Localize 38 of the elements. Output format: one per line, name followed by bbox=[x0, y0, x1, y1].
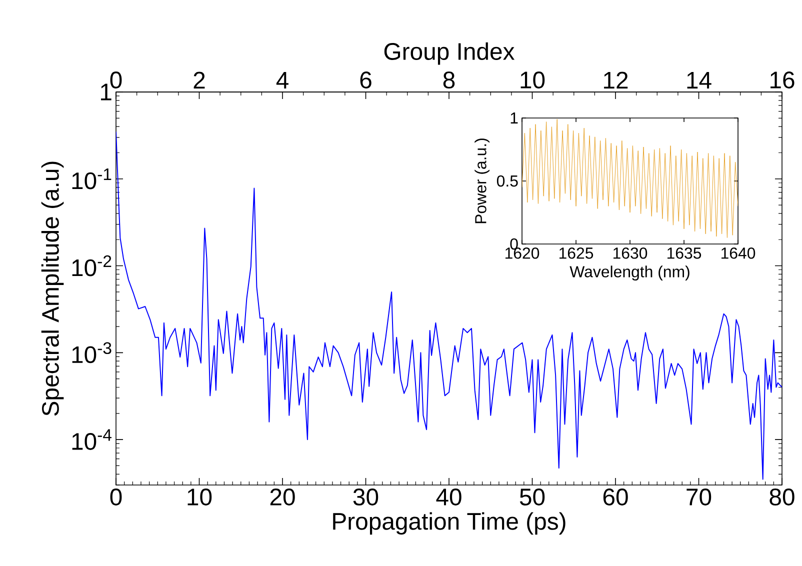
line-series bbox=[116, 131, 782, 480]
x-axis-title: Wavelength (nm) bbox=[570, 266, 690, 281]
x-axis-title: Propagation Time (ps) bbox=[333, 512, 566, 535]
x-tick-label: 10 bbox=[188, 488, 212, 506]
x-tick-label: 1635 bbox=[667, 248, 702, 259]
x2-tick-label: 12 bbox=[604, 72, 628, 88]
y-tick-label: 10$^{-4}$ bbox=[72, 429, 112, 450]
x-tick-label: 50 bbox=[520, 488, 545, 506]
y-tick-label: 1 bbox=[510, 112, 518, 124]
y-tick-label: 0 bbox=[510, 238, 518, 250]
x-tick-label: 20 bbox=[270, 488, 295, 506]
x-tick-label: 1620 bbox=[505, 248, 540, 259]
y-axis-title: Power (a.u.) bbox=[474, 138, 490, 224]
x2-tick-label: 14 bbox=[687, 72, 712, 88]
x2-tick-label: 2 bbox=[194, 72, 205, 88]
y-tick-label: 1 bbox=[101, 84, 112, 100]
x-tick-label: 1630 bbox=[613, 248, 648, 259]
x2-tick-label: 10 bbox=[520, 72, 545, 88]
x-tick-label: 60 bbox=[603, 488, 628, 506]
y-tick-label: 10$^{-2}$ bbox=[72, 255, 112, 276]
x-tick-label: 40 bbox=[436, 488, 462, 506]
x-tick-label: 0 bbox=[110, 488, 122, 506]
x2-tick-label: 4 bbox=[276, 72, 288, 88]
x2-tick-label: 16 bbox=[770, 72, 794, 88]
line-series bbox=[522, 119, 738, 238]
x-tick-label: 30 bbox=[353, 488, 378, 506]
y-tick-label: 10$^{-3}$ bbox=[72, 342, 112, 364]
x2-tick-label: 6 bbox=[360, 72, 372, 88]
x-tick-label: 1625 bbox=[559, 248, 594, 259]
x2-tick-label: 0 bbox=[110, 72, 122, 88]
y-tick-label: 10$^{-1}$ bbox=[72, 168, 112, 190]
y-tick-label: 0.5 bbox=[496, 175, 518, 187]
x-tick-label: 70 bbox=[686, 488, 712, 506]
x2-tick-label: 8 bbox=[443, 72, 455, 88]
x-tick-label: 1640 bbox=[721, 248, 756, 259]
y-axis-title: Spectral Amplitude (a.u) bbox=[41, 162, 64, 416]
x2-axis-title: Group Index bbox=[384, 42, 515, 65]
x-tick-label: 80 bbox=[770, 488, 794, 506]
